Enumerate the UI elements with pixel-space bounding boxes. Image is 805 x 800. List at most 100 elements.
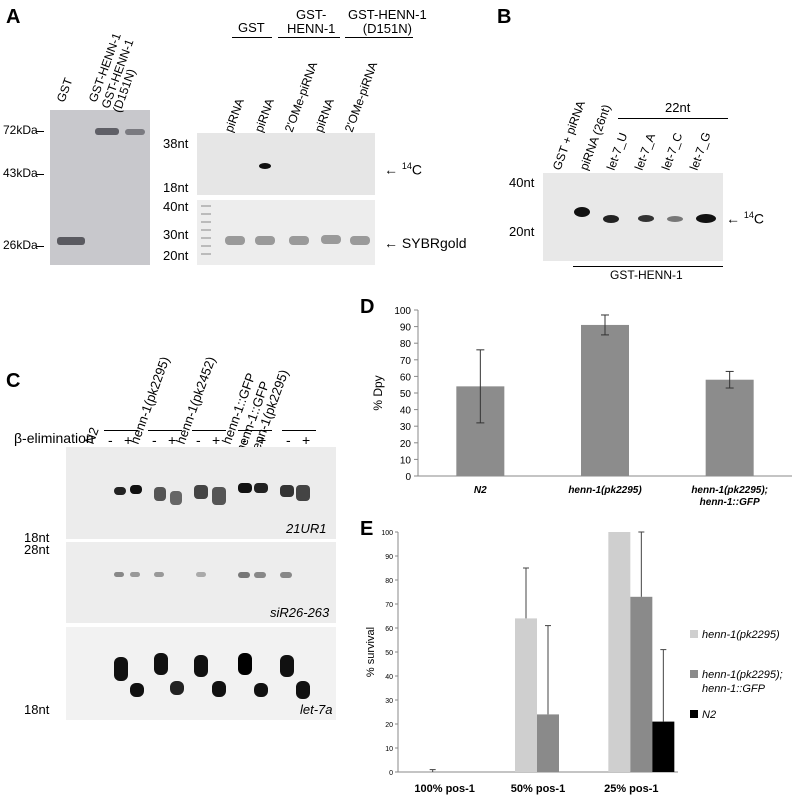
blot3-band-7	[238, 653, 252, 675]
c-pk2452-line	[192, 430, 226, 431]
blot3-band-1	[114, 657, 128, 681]
blot2-band-4	[196, 572, 206, 577]
d-y-tick-label: 10	[400, 455, 412, 466]
blot1-band-8	[254, 483, 268, 493]
b-band-let7g	[696, 214, 716, 223]
blot3-band-4	[170, 681, 184, 695]
marker-30nt-a: 30nt	[163, 227, 189, 242]
b-arrow-14c: ← 14C	[726, 210, 765, 227]
c-minus-4: -	[242, 432, 247, 448]
sybr-ladder	[201, 205, 211, 260]
e-bar	[652, 721, 675, 772]
c-gfp-pk-line	[282, 430, 316, 431]
blot3-band-2	[130, 683, 144, 697]
group-gst: GST	[238, 20, 265, 35]
chart-d: 0 10 20 30 40 50 60 70 80 90 100 % Dpy N2 henn-1(pk22…	[371, 306, 792, 508]
blot2-band-6	[254, 572, 266, 578]
e-y-tick-label: 20	[385, 722, 393, 729]
e-y-tick-label: 40	[385, 674, 393, 681]
e-legend-label: henn-1(pk2295)	[702, 629, 780, 641]
lane-label-5: 2'OMe-piRNA	[341, 60, 381, 135]
e-y-tick-label: 30	[385, 698, 393, 705]
b-autoradiograph	[543, 173, 723, 261]
blot1-band-7	[238, 483, 252, 493]
b-22nt-label: 22nt	[665, 100, 691, 115]
blot2-band-2	[130, 572, 140, 577]
c-plus-3: +	[212, 432, 221, 448]
c-minus-1: -	[108, 432, 113, 448]
marker-20nt-a: 20nt	[163, 248, 189, 263]
c-marker-18nt-1: 18nt	[24, 530, 50, 545]
c-marker-28nt: 28nt	[24, 542, 50, 557]
arrow-sybrgold: ← SYBRgold	[384, 235, 467, 251]
d-bar	[581, 324, 629, 476]
e-x-tick-label: 25% pos-1	[604, 783, 658, 795]
blot2-band-7	[280, 572, 292, 578]
blot2-band-5	[238, 572, 250, 578]
coomassie-gel	[50, 110, 150, 265]
blot2-band-3	[154, 572, 164, 577]
blot1-band-1	[114, 487, 126, 495]
c-gfp-line	[238, 430, 272, 431]
group-d151n-line	[345, 37, 413, 38]
c-label-21ur1: 21UR1	[286, 521, 327, 536]
e-y-tick-label: 70	[385, 602, 393, 609]
e-y-axis-label: % survival	[365, 627, 377, 677]
d-y-tick-label: 30	[400, 422, 412, 433]
e-bar	[608, 532, 631, 772]
e-bar	[630, 596, 653, 772]
panel-e-letter: E	[360, 518, 374, 540]
c-marker-18nt-2: 18nt	[24, 702, 50, 717]
chart-e: 0 10 20 30 40 50 60 70 80 90 100 % survival 100% pos…	[365, 530, 783, 795]
b-band-pirna	[574, 207, 590, 217]
d-x-tick-label: henn-1(pk2295)	[568, 485, 642, 496]
lane-label-4: piRNA	[311, 96, 337, 134]
blot-let7a	[66, 627, 336, 720]
c-plus-5: +	[302, 432, 311, 448]
blot3-band-9	[280, 655, 294, 677]
group-gst-henn1-line	[278, 37, 340, 38]
group-d151n: GST-HENN-1 (D151N)	[348, 7, 427, 36]
panel-a-letter: A	[6, 6, 21, 28]
blot1-band-9	[280, 485, 294, 497]
e-y-tick-label: 80	[385, 578, 393, 585]
group-gst-line	[232, 37, 272, 38]
c-plus-4: +	[258, 432, 267, 448]
panel-d-letter: D	[360, 296, 375, 318]
blot1-band-2	[130, 485, 142, 494]
c-plus-2: +	[168, 432, 177, 448]
b-gst-henn1: GST-HENN-1	[610, 268, 683, 282]
blot1-band-4	[170, 491, 182, 505]
marker-40nt-a: 40nt	[163, 199, 189, 214]
d-y-tick-label: 80	[400, 339, 412, 350]
d-y-tick-label: 70	[400, 356, 412, 367]
e-legend-label: henn-1::GFP	[702, 683, 766, 695]
c-beta-elimination: β-elimination	[14, 430, 94, 446]
e-x-tick-label: 50% pos-1	[511, 783, 565, 795]
sybr-band-4	[321, 235, 341, 244]
blot2-band-1	[114, 572, 124, 577]
e-bar	[515, 618, 537, 772]
sybr-band-3	[289, 236, 309, 245]
blot1-band-5	[194, 485, 208, 499]
blot1-band-10	[296, 485, 310, 501]
sybr-band-2	[255, 236, 275, 245]
blot3-band-5	[194, 655, 208, 677]
mw-72kda: 72kDa	[3, 123, 38, 137]
mw-26-tick	[36, 246, 44, 247]
gst-band	[57, 237, 85, 245]
d-y-tick-label: 50	[400, 389, 412, 400]
lane-label-1: piRNA	[221, 96, 247, 134]
b-band-let7u	[603, 215, 619, 223]
blot3-band-10	[296, 681, 310, 699]
c-label-let7a: let-7a	[300, 702, 333, 717]
b-bottom-line	[573, 266, 723, 267]
d-x-tick-label: henn-1(pk2295);	[691, 485, 768, 496]
c-minus-3: -	[196, 432, 201, 448]
sybr-band-5	[350, 236, 370, 245]
marker-18nt-top: 18nt	[163, 180, 189, 195]
b-band-let7c	[667, 216, 683, 222]
e-legend-swatch	[690, 710, 698, 718]
d-bar	[705, 379, 754, 476]
mw-43-tick	[36, 174, 44, 175]
